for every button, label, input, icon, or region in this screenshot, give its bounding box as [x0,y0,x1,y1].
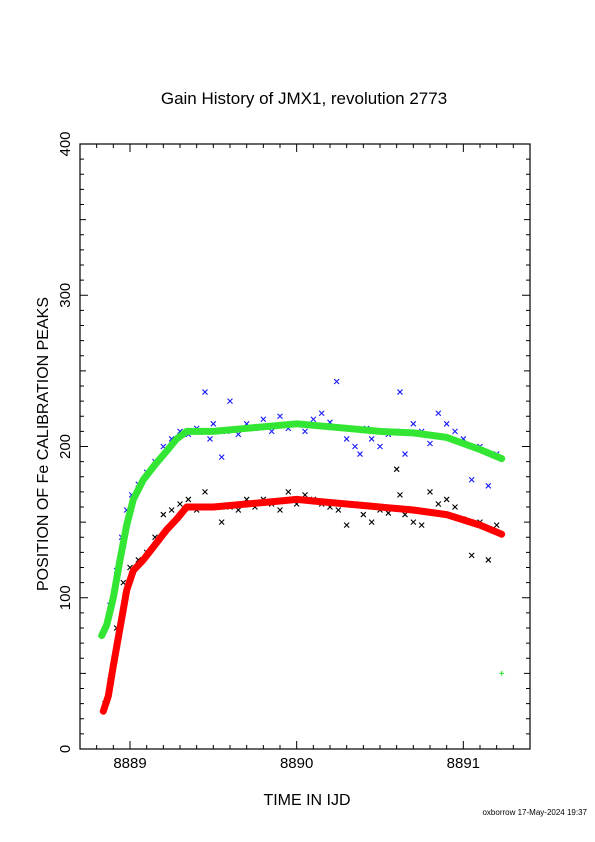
x-tick-label: 8891 [447,755,480,772]
data-point [485,482,492,489]
data-point [168,507,175,513]
data-point [397,492,403,498]
y-tick-label: 100 [57,585,74,610]
data-point [410,420,417,427]
data-point [352,443,358,450]
footer-timestamp: oxborrow 17-May-2024 19:37 [482,808,587,817]
data-point [343,436,350,442]
chart-title: Gain History of JMX1, revolution 2773 [161,89,447,108]
data-point [160,511,167,518]
data-point [427,440,433,447]
fit-curves [98,420,506,715]
data-point [357,451,363,457]
data-point [493,522,500,529]
data-point [397,389,403,395]
data-point [285,488,292,495]
data-point [218,519,225,526]
data-point [443,420,450,427]
data-point [310,416,317,423]
x-tick-labels: 8889 8890 8891 [113,755,480,772]
data-point [335,507,342,513]
data-point [377,443,383,450]
y-tick-label: 0 [57,745,74,753]
data-point [210,420,217,427]
data-point [468,476,475,483]
data-point [368,436,375,442]
data-point [333,378,340,385]
axis-ticks [79,143,531,750]
fit-curve [98,420,506,640]
data-point [185,496,192,503]
data-point [318,410,325,417]
data-point [435,501,442,507]
data-point [418,522,425,529]
data-point [277,413,283,420]
data-point [435,410,442,417]
data-points [102,378,505,707]
data-point [452,428,458,435]
data-point [343,522,350,529]
data-point [260,416,267,423]
data-point [427,488,433,495]
data-point [218,454,225,460]
data-point [443,496,450,503]
x-tick-label: 8890 [280,755,313,772]
data-point [227,398,233,405]
data-point [202,488,208,495]
y-axis-label: POSITION OF Fe CALIBRATION PEAKS [35,297,52,591]
y-tick-label: 200 [57,434,74,459]
x-tick-label: 8889 [113,755,146,772]
data-point [402,451,408,457]
data-point [207,436,213,442]
fit-curve [99,495,506,715]
data-point [277,507,283,513]
data-point [360,511,367,518]
data-point [499,670,505,676]
data-point [410,519,417,526]
data-point [485,557,492,563]
data-point [302,428,308,435]
data-point [393,466,400,473]
data-point [368,519,375,526]
data-point [452,504,458,510]
data-point [202,389,208,395]
y-tick-label: 400 [57,131,74,156]
y-tick-labels: 0 100 200 300 400 [57,131,74,753]
data-point [468,552,475,559]
data-point [177,501,183,507]
y-tick-label: 300 [57,283,74,308]
x-axis-label: TIME IN IJD [263,792,350,809]
